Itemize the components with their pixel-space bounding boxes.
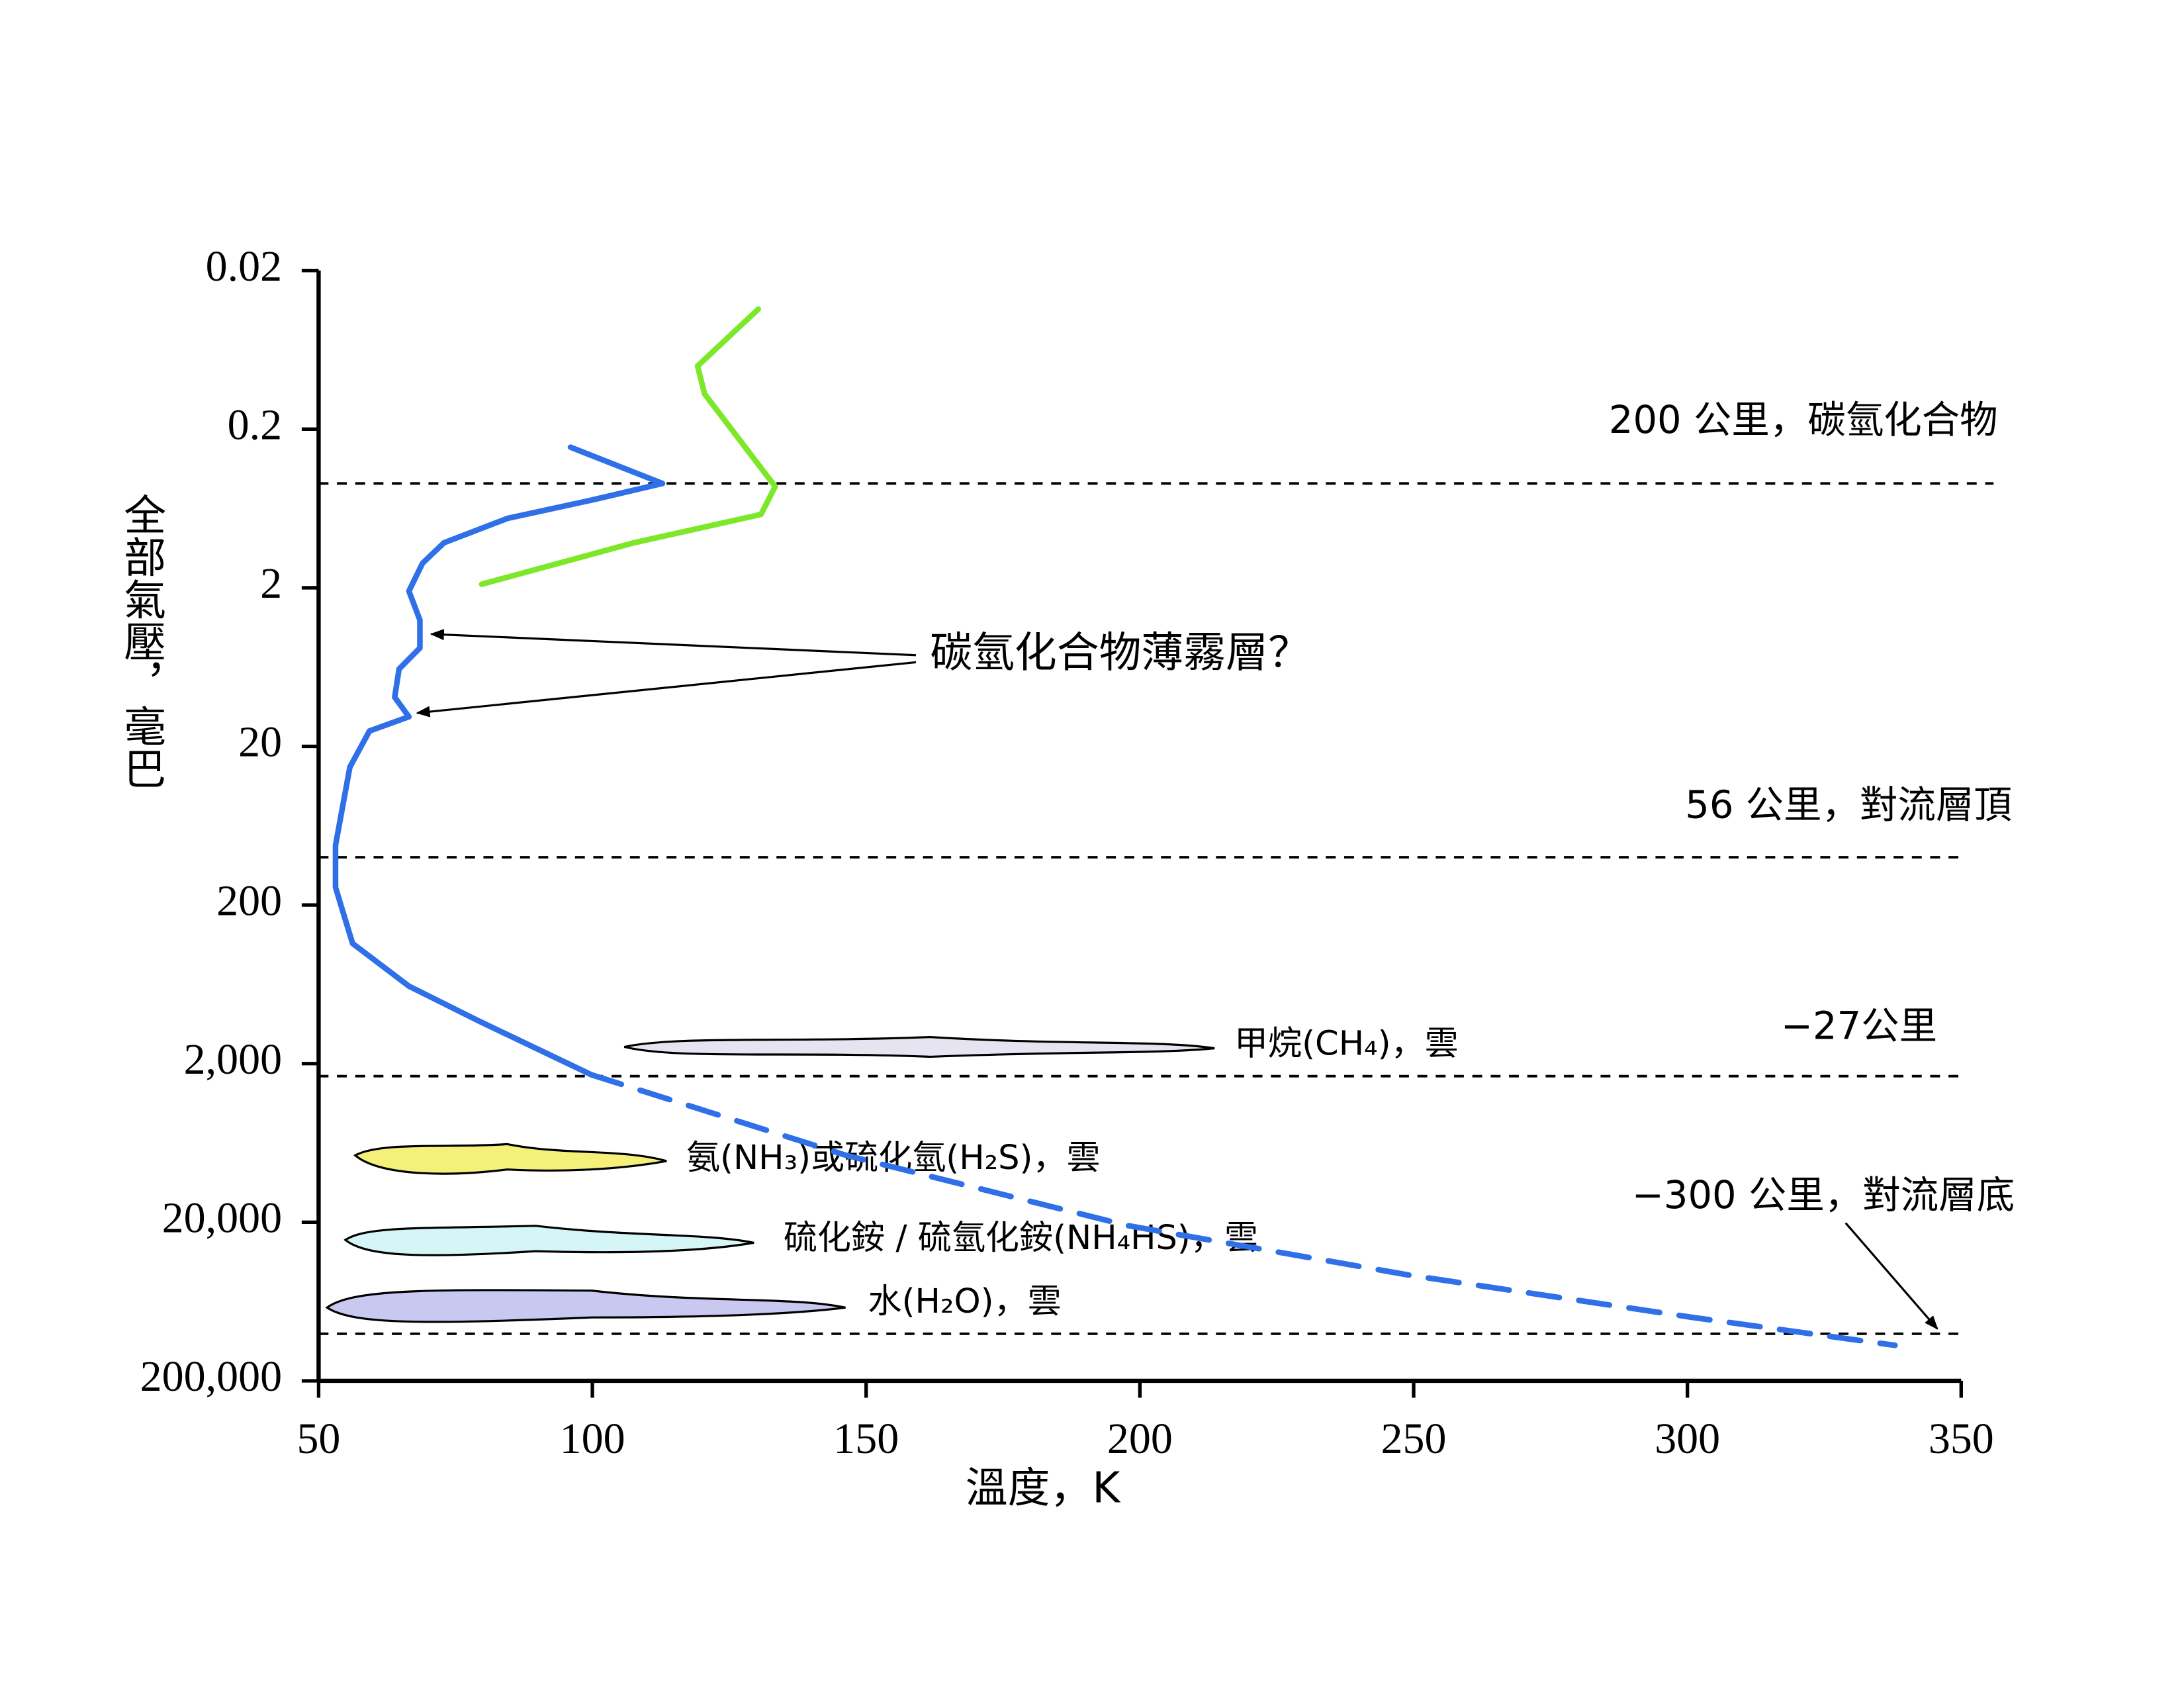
- cloud-label: 水(H₂O)，雲: [868, 1282, 1062, 1321]
- y-tick-label: 0.2: [228, 400, 282, 449]
- annotation-arrow: [1844, 1222, 1938, 1330]
- y-axis-label: 全部氣壓，毫巴: [116, 493, 165, 789]
- series-line: [588, 1072, 1898, 1348]
- cloud-label: 甲烷(CH₄)，雲: [1234, 1024, 1459, 1063]
- reference-label: 200 公里，碳氫化合物: [1609, 398, 1998, 442]
- y-tick-label: 200: [216, 876, 282, 925]
- cloud-shape: [343, 1225, 754, 1256]
- x-tick-label: 250: [1381, 1415, 1447, 1463]
- y-tick-label: 2: [260, 559, 282, 608]
- y-tick-label: 20,000: [162, 1194, 282, 1243]
- cloud-label: 氨(NH₃)或硫化氫(H₂S)，雲: [686, 1139, 1101, 1178]
- cloud-shape: [623, 1036, 1215, 1058]
- annotation-arrow: [416, 661, 917, 718]
- x-tick-label: 200: [1107, 1415, 1173, 1463]
- x-axis-label: 溫度，K: [966, 1464, 1122, 1513]
- cloud-label: 硫化銨 / 硫氫化銨(NH₄HS)，雲: [784, 1219, 1258, 1258]
- annotation-arrow: [430, 629, 917, 657]
- y-tick-label: 2,000: [184, 1035, 282, 1084]
- reference-label: 56 公里，對流層頂: [1685, 782, 2012, 827]
- x-tick-label: 50: [296, 1415, 340, 1463]
- y-tick-label: 200,000: [140, 1352, 282, 1401]
- reference-label: −27公里: [1781, 1004, 1937, 1048]
- y-tick-label: 0.02: [206, 242, 282, 291]
- clouds: [325, 1036, 1215, 1323]
- annotation: 碳氫化合物薄霧層？: [930, 628, 1310, 677]
- series-line: [332, 444, 666, 1078]
- reference-label: −300 公里，對流層底: [1632, 1173, 2015, 1217]
- cloud-shape: [353, 1143, 667, 1175]
- x-tick-label: 150: [833, 1415, 899, 1463]
- x-tick-label: 350: [1929, 1415, 1994, 1463]
- y-tick-label: 20: [238, 718, 282, 767]
- x-tick-label: 100: [560, 1415, 625, 1463]
- cloud-shape: [325, 1289, 846, 1323]
- series-line: [478, 306, 778, 587]
- x-tick-label: 300: [1655, 1415, 1720, 1463]
